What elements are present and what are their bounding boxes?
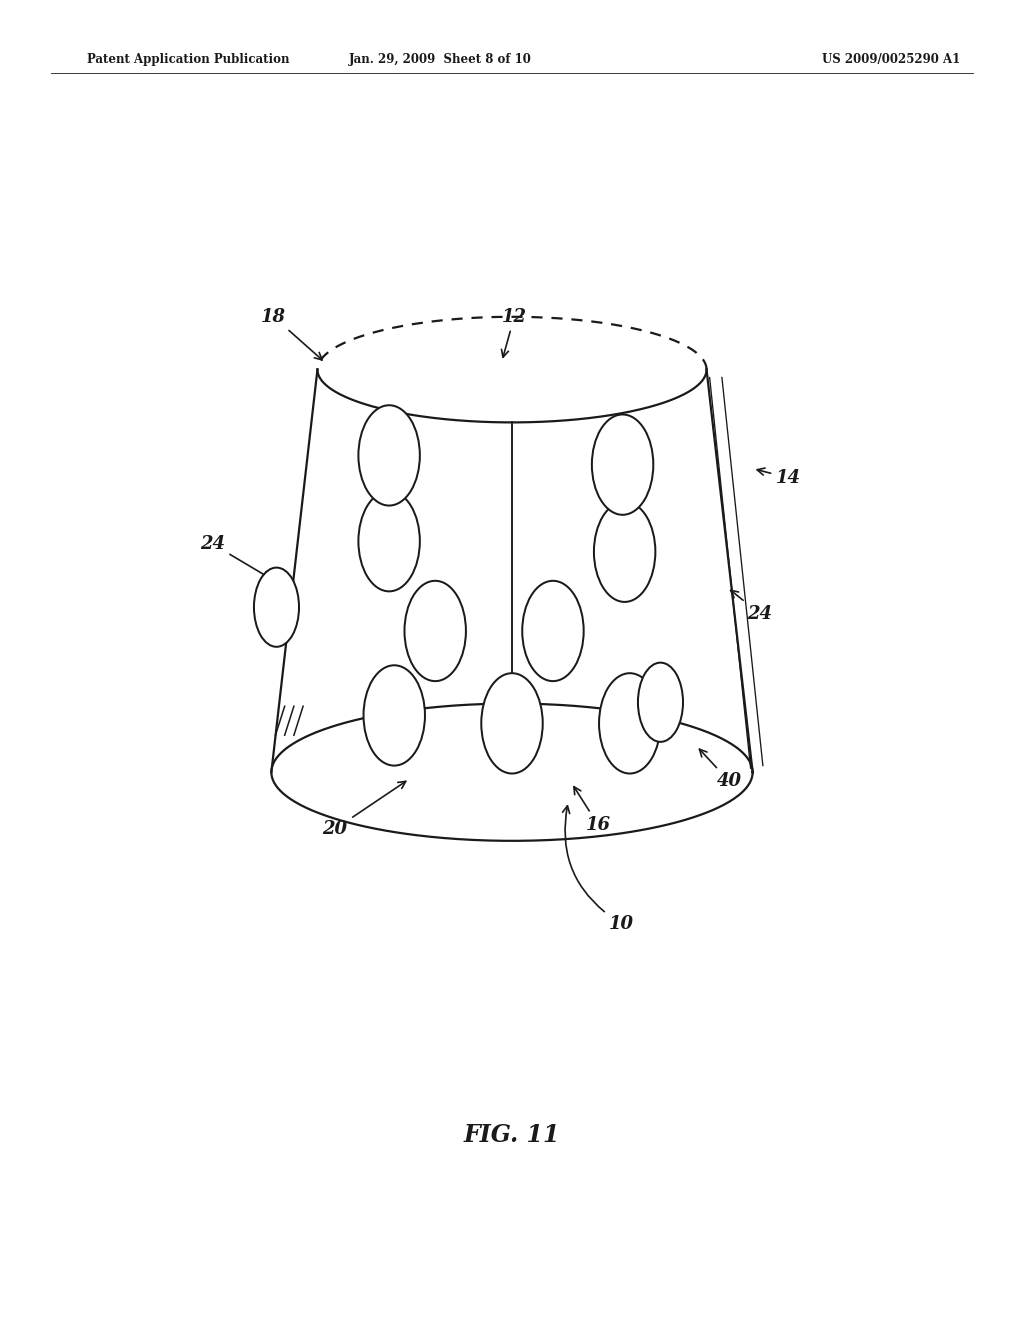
Ellipse shape [481, 673, 543, 774]
Text: 24: 24 [200, 535, 270, 578]
Ellipse shape [638, 663, 683, 742]
Text: Patent Application Publication: Patent Application Publication [87, 53, 290, 66]
Ellipse shape [592, 414, 653, 515]
Text: 10: 10 [562, 805, 634, 933]
Text: 12: 12 [502, 308, 526, 358]
Text: Jan. 29, 2009  Sheet 8 of 10: Jan. 29, 2009 Sheet 8 of 10 [349, 53, 531, 66]
Ellipse shape [522, 581, 584, 681]
Text: 18: 18 [261, 308, 323, 360]
Text: 14: 14 [757, 469, 801, 487]
Text: US 2009/0025290 A1: US 2009/0025290 A1 [821, 53, 961, 66]
Ellipse shape [358, 405, 420, 506]
Ellipse shape [358, 491, 420, 591]
Ellipse shape [254, 568, 299, 647]
Ellipse shape [364, 665, 425, 766]
Text: 20: 20 [323, 781, 406, 838]
Text: FIG. 11: FIG. 11 [464, 1123, 560, 1147]
Ellipse shape [404, 581, 466, 681]
Text: 24: 24 [731, 590, 772, 623]
Ellipse shape [594, 502, 655, 602]
Text: 16: 16 [573, 787, 610, 834]
Text: 40: 40 [699, 750, 741, 791]
Ellipse shape [599, 673, 660, 774]
